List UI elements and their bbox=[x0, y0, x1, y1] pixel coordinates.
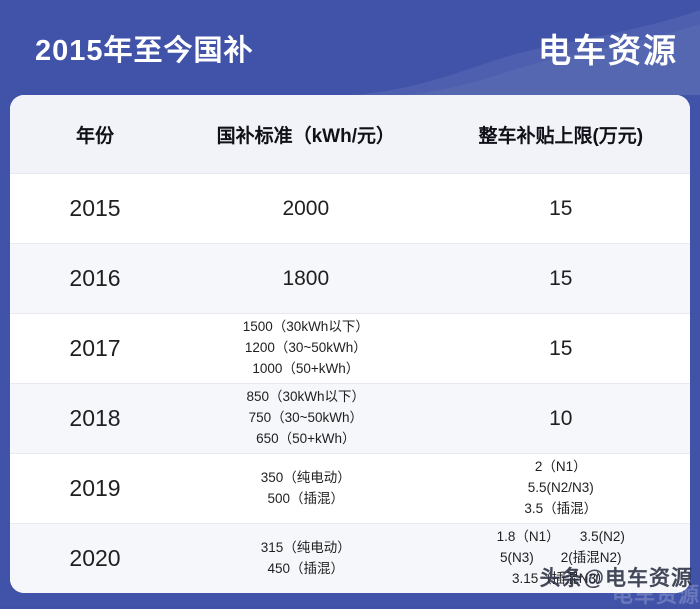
standard-cell: 350（纯电动） 500（插混） bbox=[260, 469, 351, 506]
year-cell: 2020 bbox=[69, 545, 121, 571]
header-cell-standard: 国补标准（kWh/元） bbox=[216, 125, 395, 147]
table-row-2019: 2019 350（纯电动） 500（插混） 2（N1） 5.5(N2/N3) 3… bbox=[10, 453, 690, 523]
standard-cell: 850（30kWh以下） 750（30~50kWh） 650（50+kWh） bbox=[246, 389, 366, 446]
cap-cell: 10 bbox=[549, 406, 573, 430]
table-row-2017: 2017 1500（30kWh以下） 1200（30~50kWh） 1000（5… bbox=[10, 313, 690, 383]
subsidy-table: 年份 国补标准（kWh/元） 整车补贴上限(万元) 2015 2000 15 2… bbox=[10, 95, 690, 593]
table-row-2015: 2015 2000 15 bbox=[10, 173, 690, 243]
year-cell: 2015 bbox=[69, 195, 121, 221]
cap-cell: 1.8（N1） 3.5(N2) 5(N3) 2(插混N2) 3.15（插混N3） bbox=[496, 529, 625, 586]
watermark: 头条@电车资源 bbox=[539, 567, 693, 590]
standard-cell: 315（纯电动） 450（插混） bbox=[260, 539, 351, 576]
header-wave-decoration bbox=[353, 10, 700, 95]
year-cell: 2019 bbox=[69, 475, 121, 501]
header-cell-cap: 整车补贴上限(万元) bbox=[478, 125, 644, 147]
standard-cell: 2000 bbox=[282, 196, 330, 220]
brand-logo: 电车资源 bbox=[538, 31, 678, 69]
standard-cell: 1800 bbox=[282, 266, 330, 290]
year-cell: 2017 bbox=[69, 335, 121, 361]
watermark-ghost: 电车资源 bbox=[612, 584, 700, 607]
year-cell: 2016 bbox=[69, 265, 121, 291]
cap-cell: 15 bbox=[549, 266, 573, 290]
header-cell-year: 年份 bbox=[75, 125, 114, 147]
table-row-2016: 2016 1800 15 bbox=[10, 243, 690, 313]
table-row-2018: 2018 850（30kWh以下） 750（30~50kWh） 650（50+k… bbox=[10, 383, 690, 453]
table-row-2020: 2020 315（纯电动） 450（插混） 1.8（N1） 3.5(N2) 5(… bbox=[10, 523, 690, 593]
page-header: 2015年至今国补 电车资源 bbox=[0, 0, 700, 95]
standard-cell: 1500（30kWh以下） 1200（30~50kWh） 1000（50+kWh… bbox=[242, 319, 369, 376]
cap-cell: 15 bbox=[549, 196, 573, 220]
page-title: 2015年至今国补 bbox=[35, 34, 254, 67]
table-header-row: 年份 国补标准（kWh/元） 整车补贴上限(万元) bbox=[10, 95, 690, 173]
cap-cell: 2（N1） 5.5(N2/N3) 3.5（插混） bbox=[524, 459, 598, 516]
year-cell: 2018 bbox=[69, 405, 121, 431]
cap-cell: 15 bbox=[549, 336, 573, 360]
